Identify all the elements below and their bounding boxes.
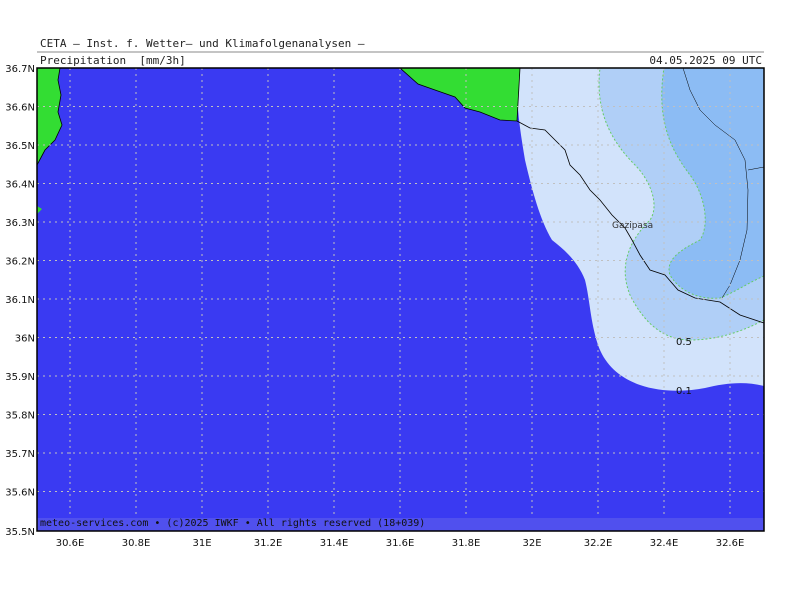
land-northwest	[37, 68, 63, 166]
lon-tick: 31.8E	[452, 538, 481, 549]
place-label-gazipasa: Gazipasa	[612, 221, 653, 231]
lat-tick: 36N	[15, 334, 35, 345]
lat-tick: 36.3N	[5, 218, 35, 229]
lon-tick: 31.6E	[386, 538, 415, 549]
parameter-label: Precipitation [mm/3h]	[40, 54, 186, 67]
land-islet	[37, 206, 42, 214]
lat-tick: 35.6N	[5, 488, 35, 499]
lon-tick: 30.8E	[122, 538, 151, 549]
lat-axis: 36.7N 36.6N 36.5N 36.4N 36.3N 36.2N 36.1…	[5, 64, 35, 538]
lon-tick: 32.4E	[650, 538, 679, 549]
lon-tick: 31.4E	[320, 538, 349, 549]
lat-tick: 35.8N	[5, 411, 35, 422]
lat-tick: 36.2N	[5, 257, 35, 268]
contour-label-0.5: 0.5	[676, 337, 692, 348]
lon-tick: 30.6E	[56, 538, 85, 549]
map-frame	[36, 67, 765, 532]
valid-time: 04.05.2025 09 UTC	[649, 54, 762, 67]
footer-band	[37, 518, 764, 531]
lat-tick: 35.9N	[5, 372, 35, 383]
lat-tick: 36.4N	[5, 180, 35, 191]
region-border-2	[747, 166, 764, 171]
lon-tick: 32E	[522, 538, 541, 549]
lat-tick: 36.5N	[5, 141, 35, 152]
lon-tick: 31E	[192, 538, 211, 549]
map-gridlines	[37, 68, 764, 531]
precip-area-1	[661, 68, 764, 299]
lon-tick: 32.6E	[716, 538, 745, 549]
lat-tick: 35.5N	[5, 527, 35, 538]
land-north	[399, 68, 521, 122]
lat-tick: 36.1N	[5, 295, 35, 306]
lat-tick: 36.6N	[5, 103, 35, 114]
lon-axis: 30.6E 30.8E 31E 31.2E 31.4E 31.6E 31.8E …	[56, 538, 745, 549]
coastline-east	[516, 120, 764, 324]
lon-tick: 31.2E	[254, 538, 283, 549]
lat-tick: 36.7N	[5, 64, 35, 75]
lat-tick: 35.7N	[5, 449, 35, 460]
copyright-footer: meteo-services.com • (c)2025 IWKF • All …	[40, 518, 426, 529]
region-border	[682, 68, 749, 299]
source-title: CETA — Inst. f. Wetter— und Klimafolgena…	[40, 37, 365, 50]
lon-tick: 32.2E	[584, 538, 613, 549]
contour-label-0.1: 0.1	[676, 386, 692, 397]
